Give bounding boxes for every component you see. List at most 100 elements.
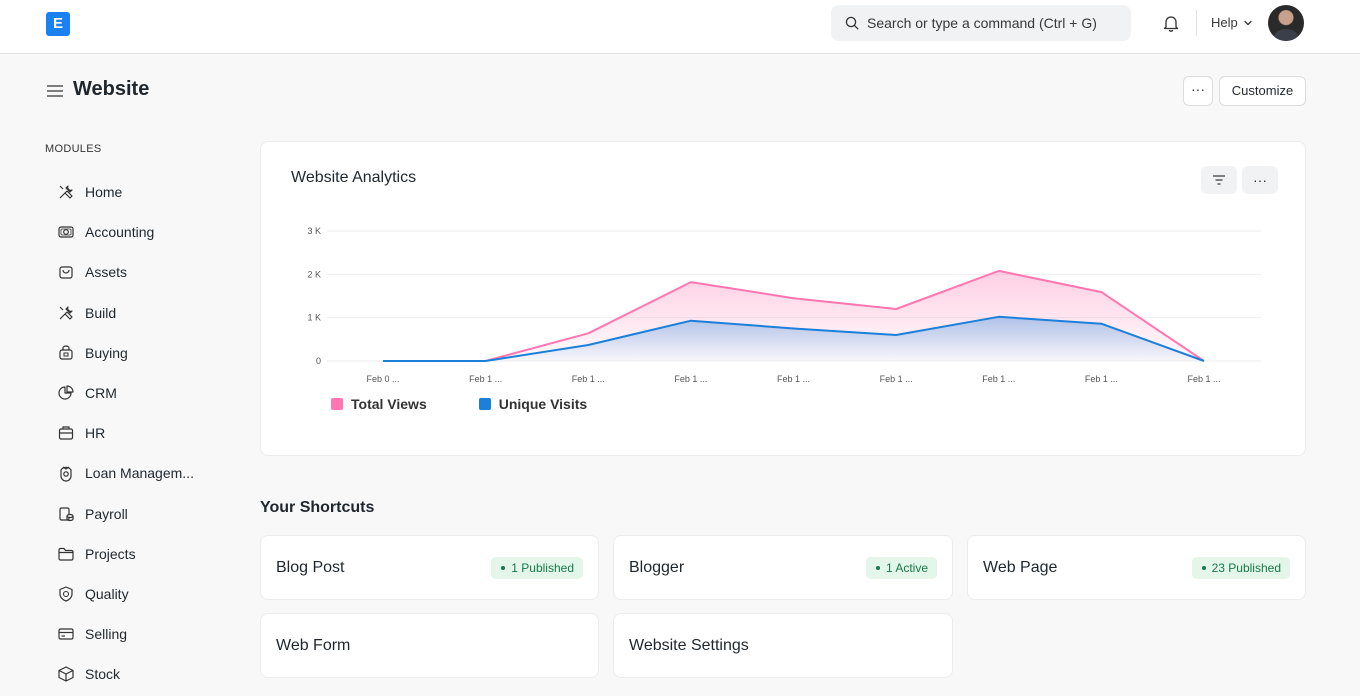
shortcut-website-settings[interactable]: Website Settings — [613, 613, 953, 678]
filter-icon — [1213, 175, 1225, 185]
navbar-divider — [1196, 10, 1197, 36]
sidebar-item-label: Selling — [85, 626, 128, 643]
shield-icon — [59, 586, 73, 602]
y-tick-label: 0 — [316, 356, 321, 366]
x-tick-label: Feb 1 ... — [674, 374, 707, 384]
legend-swatch — [478, 398, 491, 410]
chart-filter-button[interactable] — [1201, 166, 1237, 194]
sidebar-item-loan-management[interactable]: Loan Managem... — [46, 453, 216, 493]
sidebar-item-selling[interactable]: Selling — [46, 614, 216, 654]
legend-label: Total Views — [351, 396, 427, 412]
sidebar-item-label: Projects — [85, 545, 136, 562]
sidebar-item-build[interactable]: Build — [46, 293, 216, 333]
customize-button[interactable]: Customize — [1219, 76, 1306, 106]
top-navbar: E Search or type a command (Ctrl + G) He… — [0, 0, 1360, 54]
series-area-1 — [383, 316, 1204, 361]
sidebar-item-label: Quality — [85, 585, 129, 602]
sidebar-item-label: Loan Managem... — [85, 465, 194, 482]
search-bar[interactable]: Search or type a command (Ctrl + G) — [831, 5, 1131, 41]
x-tick-label: Feb 1 ... — [880, 374, 913, 384]
badge-text: 23 Published — [1211, 560, 1281, 575]
x-tick-label: Feb 1 ... — [1085, 374, 1118, 384]
page-more-button[interactable]: ··· — [1183, 76, 1213, 106]
shortcut-blogger[interactable]: Blogger 1 Active — [613, 535, 953, 600]
x-tick-label: Feb 1 ... — [469, 374, 502, 384]
x-tick-label: Feb 1 ... — [1187, 374, 1220, 384]
tools-icon — [59, 185, 73, 199]
chart-more-button[interactable]: ··· — [1242, 166, 1278, 194]
shortcut-web-form[interactable]: Web Form — [260, 613, 599, 678]
sidebar-item-home[interactable]: Home — [46, 172, 216, 212]
shortcut-label: Web Page — [983, 558, 1058, 576]
y-tick-label: 2 K — [307, 269, 321, 279]
help-dropdown[interactable]: Help — [1211, 15, 1253, 30]
badge-text: 1 Active — [885, 560, 928, 575]
analytics-chart: 0 1 K 2 K 3 K Feb 0 ... Feb 1 ... Feb 1 ... Feb… — [307, 226, 1261, 384]
hamburger-menu-icon[interactable] — [46, 82, 64, 100]
pie-icon — [58, 385, 74, 400]
sidebar-item-label: Buying — [85, 344, 128, 361]
folder-icon — [58, 547, 74, 561]
sidebar-item-hr[interactable]: HR — [46, 413, 216, 453]
help-label: Help — [1211, 15, 1238, 30]
series-line-1 — [383, 315, 1205, 362]
series-line-0 — [383, 269, 1205, 362]
search-icon — [845, 16, 859, 30]
search-placeholder: Search or type a command (Ctrl + G) — [867, 15, 1097, 31]
bag-icon — [59, 266, 73, 280]
sidebar-item-label: CRM — [85, 385, 117, 402]
payroll-icon — [59, 506, 74, 521]
legend-label: Unique Visits — [498, 396, 588, 412]
sidebar-item-payroll[interactable]: Payroll — [46, 494, 216, 534]
sidebar-item-assets[interactable]: Assets — [46, 252, 216, 292]
shortcut-blog-post[interactable]: Blog Post 1 Published — [260, 535, 599, 600]
money-icon — [58, 226, 74, 238]
chevron-down-icon — [1244, 20, 1252, 25]
bell-icon[interactable] — [1162, 14, 1180, 32]
x-tick-label: Feb 0 ... — [366, 374, 399, 384]
sidebar-item-projects[interactable]: Projects — [46, 534, 216, 574]
cart-icon — [59, 345, 73, 360]
chart-legend: Total Views Unique Visits — [331, 396, 587, 412]
badge-text: 1 Published — [511, 560, 574, 575]
status-badge: 1 Active — [865, 556, 937, 579]
x-tick-label: Feb 1 ... — [982, 374, 1015, 384]
shortcut-label: Website Settings — [629, 636, 749, 654]
sidebar-item-label: Assets — [85, 264, 128, 281]
shortcut-web-page[interactable]: Web Page 23 Published — [967, 535, 1306, 600]
x-tick-label: Feb 1 ... — [777, 374, 810, 384]
sidebar-item-label: Build — [85, 304, 117, 321]
loan-icon — [60, 466, 72, 482]
sidebar-item-quality[interactable]: Quality — [46, 574, 216, 614]
sidebar-item-label: Accounting — [85, 224, 155, 241]
website-analytics-card: Website Analytics ··· 0 1 K 2 K 3 K Feb 0 ..… — [260, 141, 1306, 456]
sidebar-item-crm[interactable]: CRM — [46, 373, 216, 413]
briefcase-icon — [58, 426, 74, 440]
sidebar-item-accounting[interactable]: Accounting — [46, 212, 216, 252]
card-icon — [58, 628, 74, 640]
chart-title: Website Analytics — [291, 169, 417, 186]
x-tick-label: Feb 1 ... — [572, 374, 605, 384]
sidebar-item-label: Stock — [85, 666, 121, 683]
legend-swatch — [331, 398, 343, 410]
app-logo[interactable]: E — [46, 12, 70, 36]
sidebar-item-label: Home — [85, 184, 123, 201]
build-icon — [59, 306, 73, 320]
shortcuts-title: Your Shortcuts — [260, 499, 375, 516]
sidebar-modules: Home Accounting Assets Build Buying CRM … — [46, 172, 216, 694]
sidebar-item-buying[interactable]: Buying — [46, 333, 216, 373]
legend-item-unique-visits[interactable]: Unique Visits — [478, 396, 588, 412]
sidebar-item-stock[interactable]: Stock — [46, 654, 216, 694]
status-badge: 23 Published — [1191, 556, 1290, 579]
y-tick-label: 3 K — [307, 226, 321, 236]
shortcut-label: Web Form — [276, 636, 351, 654]
shortcut-label: Blogger — [629, 558, 685, 576]
user-avatar[interactable] — [1268, 5, 1304, 41]
sidebar-item-label: Payroll — [85, 505, 128, 522]
page-title: Website — [73, 78, 150, 100]
y-tick-label: 1 K — [307, 313, 321, 323]
sidebar-heading: MODULES — [45, 143, 102, 155]
sidebar-item-label: HR — [85, 425, 106, 442]
legend-item-total-views[interactable]: Total Views — [331, 396, 427, 412]
box-icon — [58, 666, 74, 682]
